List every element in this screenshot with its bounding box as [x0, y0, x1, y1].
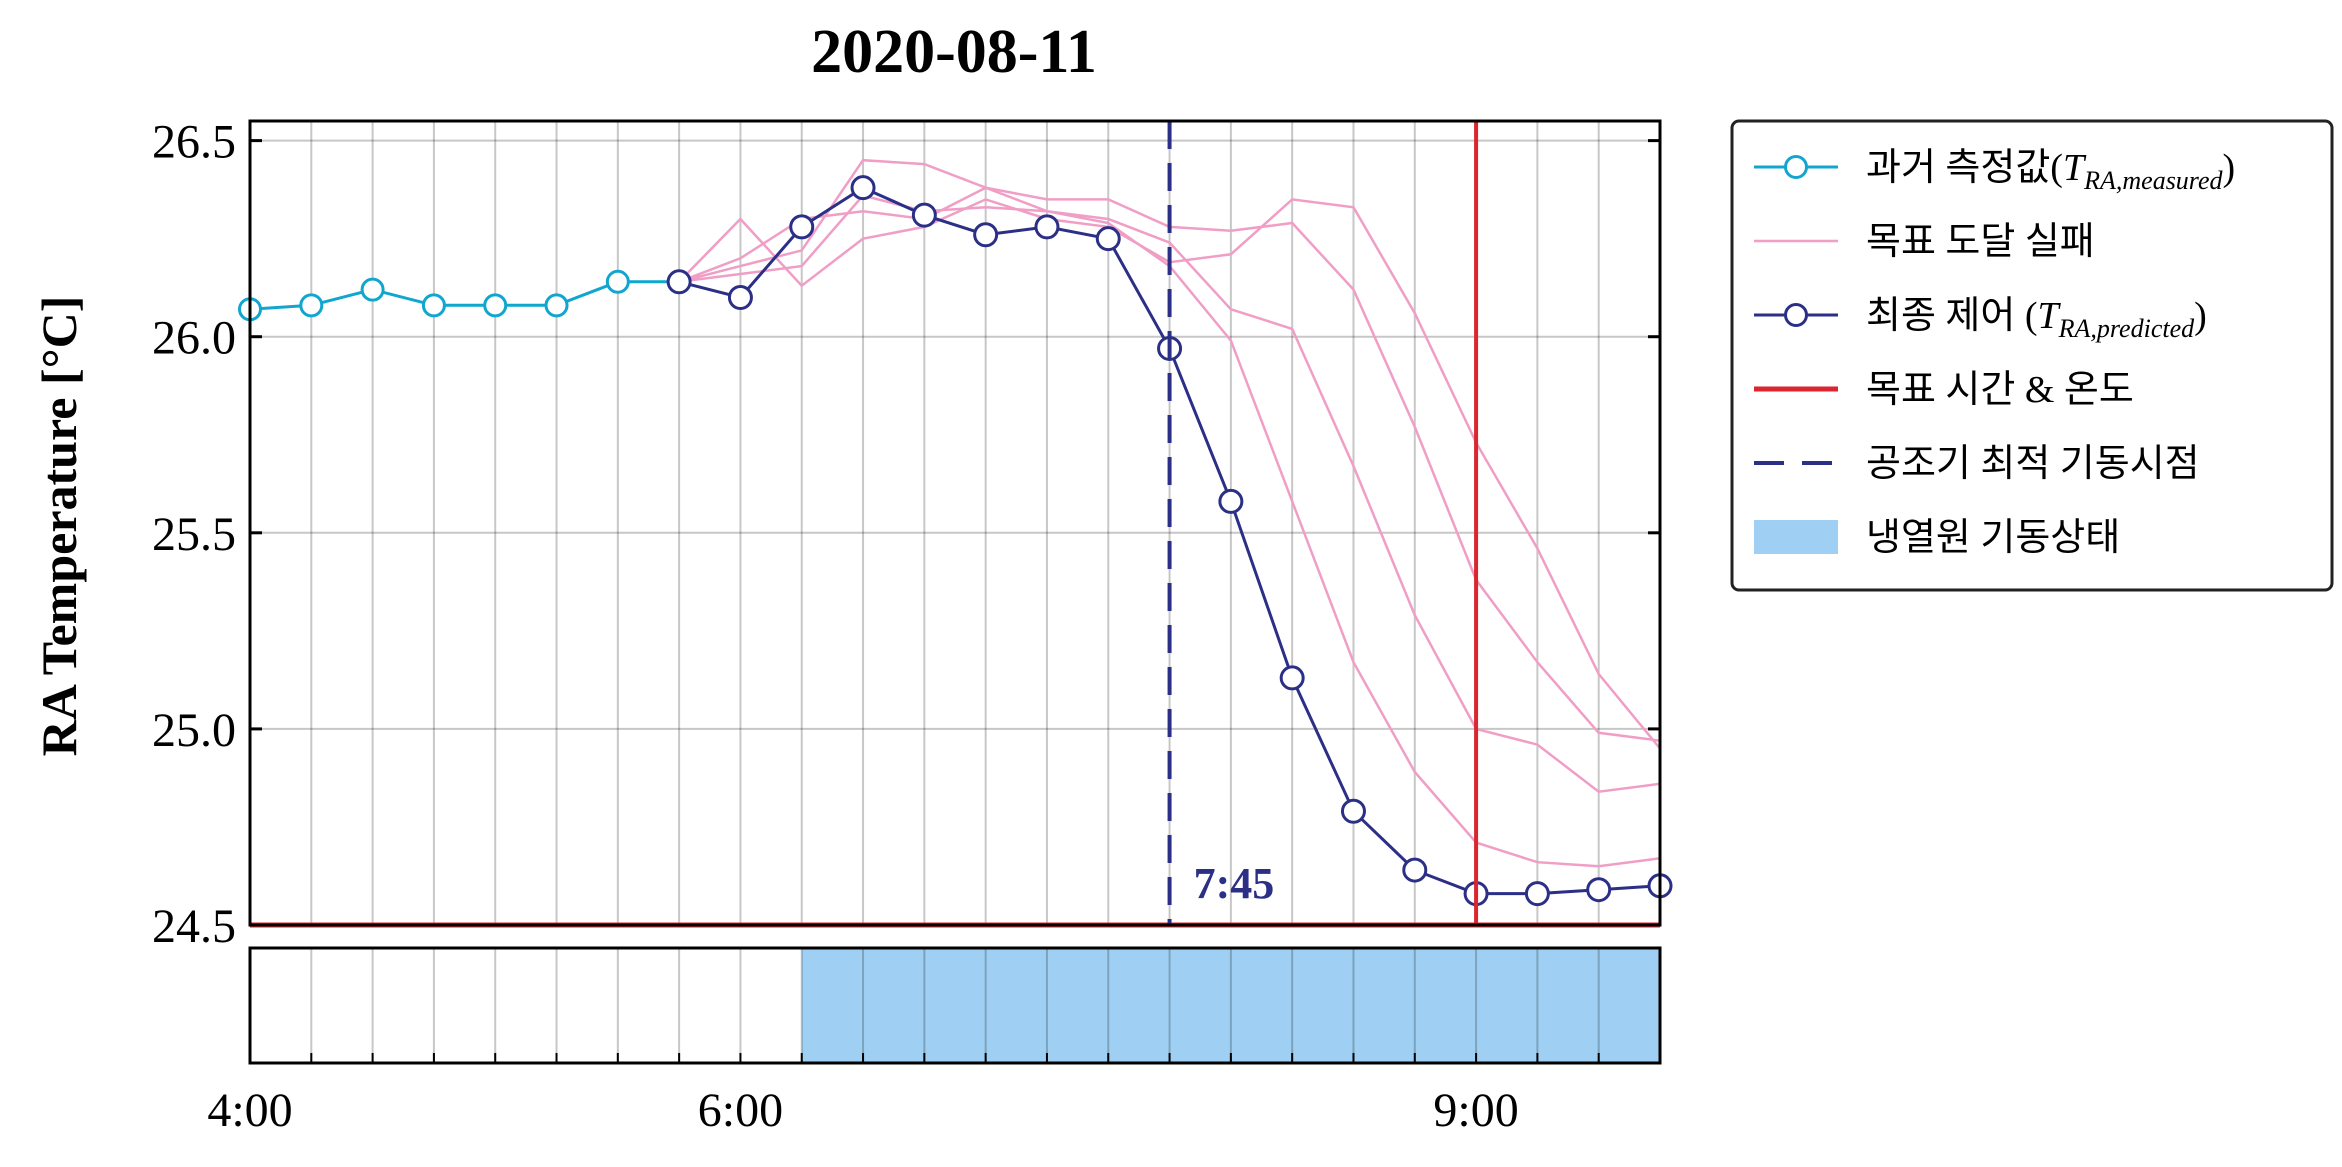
- final-point: [850, 175, 876, 201]
- optimal-start-label: 7:45: [1194, 859, 1275, 908]
- legend-box: [1730, 119, 2334, 592]
- chart-title: 2020-08-11: [811, 18, 1097, 86]
- plot-area: 7:45 24.5 25.0 25.5 26.0 26.5: [152, 116, 1673, 953]
- legend-swatch-marker: [1784, 155, 1808, 179]
- y-tick-label: 26.5: [152, 116, 236, 169]
- grid: [250, 121, 1660, 926]
- final-point: [1340, 798, 1366, 824]
- measured-point: [544, 293, 569, 318]
- legend-swatch-marker: [1784, 303, 1808, 327]
- y-ticks: 24.5 25.0 25.5 26.0 26.5: [152, 116, 1660, 953]
- x-tick-label: 4:00: [207, 1084, 292, 1137]
- legend-label-suffix: ): [2223, 147, 2236, 189]
- legend-label-text: 냉열원 기동상태: [1866, 517, 2120, 559]
- legend-item-final: 최종 제어 (TRA,predicted): [1754, 295, 2207, 343]
- failed-series-line: [678, 186, 1661, 794]
- legend-item-optimal: 공조기 최적 기동시점: [1754, 443, 2200, 485]
- x-tick-label: 9:00: [1433, 1084, 1518, 1137]
- annotations: 7:45: [250, 121, 1660, 928]
- legend-label-symbol: T: [2063, 147, 2087, 189]
- legend-label-text: 목표 시간 & 온도: [1866, 369, 2134, 411]
- final-point: [727, 284, 753, 310]
- legend-item-chiller: 냉열원 기동상태: [1754, 517, 2120, 559]
- legend-item-failed: 목표 도달 실패: [1754, 221, 2095, 263]
- legend-label-text: 목표 도달 실패: [1866, 221, 2095, 263]
- x-ticks: 4:00 6:00 9:00: [207, 1053, 1600, 1137]
- legend-label: 공조기 최적 기동시점: [1866, 443, 2200, 485]
- y-tick-label: 24.5: [152, 900, 236, 953]
- legend-item-target: 목표 시간 & 온도: [1754, 369, 2134, 411]
- final-point: [1218, 488, 1244, 514]
- final-point: [1095, 226, 1121, 252]
- y-tick-label: 25.5: [152, 508, 236, 561]
- legend-label-subscript: RA,predicted: [2058, 314, 2195, 343]
- legend-label-subscript: RA,measured: [2083, 166, 2223, 195]
- legend-label: 목표 도달 실패: [1866, 221, 2095, 263]
- legend-label-text: 최종 제어 (: [1866, 295, 2038, 337]
- final-point: [666, 269, 692, 295]
- final-point: [789, 214, 815, 240]
- measured-point: [605, 269, 630, 294]
- legend-label: 과거 측정값(TRA,measured): [1866, 147, 2235, 195]
- legend-label-symbol: T: [2038, 295, 2062, 337]
- y-axis-label: RA Temperature [°C]: [31, 296, 87, 757]
- y-tick-label: 26.0: [152, 312, 236, 365]
- x-tick-label: 6:00: [698, 1084, 783, 1137]
- legend-label-text: 공조기 최적 기동시점: [1866, 443, 2200, 485]
- y-tick-label: 25.0: [152, 704, 236, 757]
- final-point: [1034, 214, 1060, 240]
- final-point: [1279, 665, 1305, 691]
- measured-point: [360, 277, 385, 302]
- final-point: [1586, 877, 1612, 903]
- final-point: [973, 222, 999, 248]
- measured-point: [421, 293, 446, 318]
- legend-label-suffix: ): [2194, 295, 2207, 337]
- final-point: [1402, 857, 1428, 883]
- legend-label: 최종 제어 (TRA,predicted): [1866, 295, 2207, 343]
- measured-point: [299, 293, 324, 318]
- legend-label: 목표 시간 & 온도: [1866, 369, 2134, 411]
- status-panel-frame: [248, 946, 1662, 1065]
- plot-frame: [248, 119, 1662, 927]
- chiller-status-layer: [310, 948, 1660, 1063]
- legend-swatch-patch: [1754, 520, 1838, 554]
- chiller-on-band: [801, 948, 1660, 1063]
- chiller-status-panel: [248, 946, 1662, 1065]
- legend-label: 냉열원 기동상태: [1866, 517, 2120, 559]
- legend-label-text: 과거 측정값(: [1866, 147, 2063, 189]
- final-point: [1524, 881, 1550, 907]
- final-point: [911, 202, 937, 228]
- legend-item-measured: 과거 측정값(TRA,measured): [1754, 147, 2235, 195]
- measured-point: [483, 293, 508, 318]
